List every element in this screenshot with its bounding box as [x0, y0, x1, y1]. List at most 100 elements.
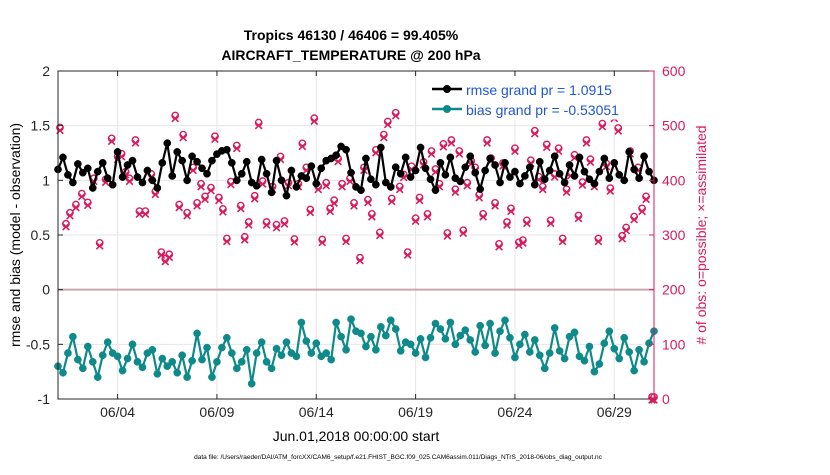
rmse-point: [570, 172, 579, 180]
obs-assimilated-marker: [151, 190, 160, 199]
bias-point: [173, 368, 182, 377]
rmse-point: [610, 158, 619, 167]
bias-point: [436, 325, 445, 333]
bias-point: [550, 324, 559, 332]
rmse-point: [59, 153, 67, 162]
rmse-point: [535, 157, 544, 166]
rmse-point: [625, 148, 634, 156]
bias-point: [218, 343, 226, 352]
obs-assimilated-marker: [66, 211, 74, 220]
bias-point: [625, 348, 634, 356]
left-tick-label: 2: [42, 63, 50, 79]
rmse-point: [491, 161, 499, 169]
rmse-point: [471, 168, 480, 177]
obs-assimilated-marker: [503, 221, 511, 229]
rmse-point: [565, 161, 574, 169]
left-axis-ticks: -1 -0.5 0 0.5 1 1.5 2: [26, 63, 654, 407]
rmse-point: [208, 156, 216, 165]
obs-assimilated-marker: [511, 147, 519, 156]
bias-point: [381, 331, 390, 340]
bias-point: [88, 357, 97, 366]
rmse-point: [257, 155, 266, 164]
rmse-point: [198, 164, 206, 173]
bias-point: [640, 357, 648, 366]
rmse-point: [302, 174, 311, 182]
x-tick-label: 06/19: [398, 404, 433, 420]
x-tick-label: 06/09: [199, 404, 234, 420]
right-tick-label: 400: [662, 172, 686, 188]
bias-point: [367, 332, 375, 341]
rmse-point: [282, 191, 291, 200]
obs-assimilated-marker: [578, 181, 587, 190]
obs-assimilated-marker: [272, 223, 281, 232]
rmse-point: [411, 166, 420, 175]
obs-assimilated-marker: [62, 222, 70, 231]
left-tick-label: 0: [42, 282, 50, 298]
bias-point: [372, 345, 380, 354]
bias-point: [426, 333, 435, 342]
rmse-point: [501, 158, 509, 167]
obs-assimilated-marker: [95, 241, 104, 250]
rmse-point: [237, 169, 246, 178]
x-tick-label: 06/29: [597, 404, 632, 420]
rmse-point: [223, 145, 231, 154]
bias-point: [193, 329, 201, 338]
obs-assimilated-marker: [391, 111, 400, 120]
left-tick-label: 0.5: [31, 227, 51, 243]
rmse-point: [461, 163, 470, 172]
obs-assimilated-marker: [240, 235, 249, 244]
bias-point: [555, 347, 564, 355]
left-tick-label: 1.5: [31, 118, 51, 134]
obs-assimilated-marker: [423, 213, 432, 221]
obs-assimilated-marker: [342, 237, 350, 246]
obs-assimilated-marker: [165, 253, 174, 262]
rmse-point: [143, 166, 152, 175]
rmse-point: [376, 143, 385, 152]
rmse-point: [133, 173, 142, 181]
rmse-point: [486, 154, 494, 163]
obs-assimilated-marker: [183, 211, 191, 220]
rmse-point: [555, 169, 564, 178]
bias-point: [535, 351, 544, 360]
rmse-point: [391, 163, 400, 172]
rmse-point: [605, 174, 614, 182]
obs-assimilated-marker: [427, 150, 436, 158]
obs-assimilated-marker: [606, 187, 615, 196]
obs-assimilated-marker: [622, 226, 631, 235]
bias-point: [69, 332, 77, 341]
rmse-point: [173, 148, 182, 156]
bias-point: [337, 332, 345, 341]
obs-assimilated-marker: [290, 238, 299, 246]
obs-assimilated-marker: [582, 139, 591, 147]
bias-point: [406, 340, 415, 349]
rmse-point: [640, 152, 648, 161]
bias-point: [595, 360, 604, 368]
rmse-point: [431, 186, 440, 195]
bias-point: [605, 327, 614, 336]
bias-point: [183, 373, 191, 381]
obs-assimilated-marker: [383, 120, 392, 129]
obs-assimilated-marker: [463, 181, 472, 190]
bias-point: [511, 353, 519, 362]
bias-point: [461, 326, 470, 334]
data-file-footer: data file: /Users/raeder/DAI/ATM_forcXX/…: [194, 454, 603, 461]
bias-point: [252, 349, 261, 357]
bias-point: [223, 333, 231, 342]
obs-assimilated-marker: [280, 220, 289, 228]
legend-entry-bias: bias grand pr = -0.53051: [466, 102, 619, 118]
obs-assimilated-marker: [522, 219, 531, 228]
bias-point: [416, 335, 425, 343]
obs-assimilated-marker: [141, 210, 150, 218]
right-tick-label: 500: [662, 118, 686, 134]
rmse-point: [292, 183, 301, 191]
rmse-point: [108, 180, 117, 189]
bias-point: [441, 335, 450, 343]
rmse-point: [277, 176, 286, 185]
obs-assimilated-marker: [447, 139, 456, 147]
bias-point: [138, 363, 147, 372]
rmse-point: [367, 175, 375, 184]
obs-assimilated-marker: [262, 221, 271, 229]
bias-point: [376, 322, 385, 331]
bias-point: [282, 338, 291, 346]
